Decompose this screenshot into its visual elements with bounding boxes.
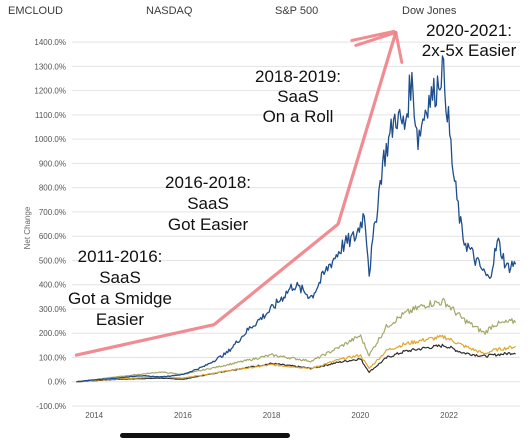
- annotations: 2011-2016: SaaS Got a Smidge Easier 2016-201…: [68, 21, 517, 329]
- y-tick-label: 1100.0%: [35, 111, 66, 120]
- annotation-1: 2011-2016: SaaS Got a Smidge Easier: [68, 247, 172, 329]
- y-tick-label: -100.0%: [36, 402, 66, 411]
- y-tick-label: 0.0%: [48, 378, 66, 387]
- y-tick-label: 600.0%: [39, 232, 66, 241]
- legend-dow-jones[interactable]: Dow Jones: [402, 5, 457, 17]
- series-lines: [76, 55, 517, 383]
- y-tick-label: 1400.0%: [34, 38, 66, 47]
- chart-legend: EMCLOUD NASDAQ S&P 500 Dow Jones: [0, 2, 530, 20]
- x-tick-label: 2020: [351, 411, 369, 420]
- annotation-line: Got a Smidge: [68, 289, 172, 308]
- x-tick-label: 2018: [263, 411, 281, 420]
- y-tick-label: 1300.0%: [34, 62, 66, 71]
- y-tick-label: 1000.0%: [34, 135, 66, 144]
- x-axis-ticks: 2014 2016 2018 2020 2022: [85, 411, 458, 420]
- trend-arrow: [74, 29, 404, 357]
- annotation-line: 2x-5x Easier: [422, 41, 517, 60]
- x-tick-label: 2016: [174, 411, 192, 420]
- y-tick-label: 300.0%: [39, 305, 66, 314]
- annotation-line: Easier: [96, 310, 145, 329]
- annotation-line: Got Easier: [168, 215, 249, 234]
- annotation-4: 2020-2021: 2x-5x Easier: [422, 21, 517, 60]
- annotation-line: 2020-2021:: [426, 21, 512, 40]
- annotation-line: 2016-2018:: [165, 173, 251, 192]
- annotation-2: 2016-2018: SaaS Got Easier: [165, 173, 251, 234]
- y-axis-label: Net Change: [23, 206, 32, 249]
- y-tick-label: 200.0%: [39, 329, 66, 338]
- annotation-line: On a Roll: [263, 107, 334, 126]
- legend-nasdaq[interactable]: NASDAQ: [146, 5, 193, 17]
- series-line-nasdaq: [76, 297, 517, 383]
- legend-sp500[interactable]: S&P 500: [275, 5, 319, 17]
- annotation-line: 2018-2019:: [255, 67, 341, 86]
- y-tick-label: 400.0%: [39, 281, 66, 290]
- annotation-line: 2011-2016:: [78, 247, 163, 266]
- annotation-line: SaaS: [277, 87, 319, 106]
- y-tick-label: 800.0%: [39, 184, 66, 193]
- annotation-line: SaaS: [99, 268, 141, 287]
- series-line-emcloud: [76, 55, 517, 383]
- series-line-s-p-500: [76, 334, 517, 383]
- y-tick-label: 500.0%: [39, 256, 66, 265]
- trend-arrow-head: [350, 29, 404, 64]
- y-tick-label: 100.0%: [39, 353, 66, 362]
- y-tick-label: 700.0%: [39, 208, 66, 217]
- scroll-indicator[interactable]: [120, 433, 290, 438]
- y-tick-label: 1200.0%: [34, 87, 66, 96]
- y-axis-ticks: -100.0% 0.0% 100.0% 200.0% 300.0% 400.0% 500.0…: [34, 38, 66, 411]
- gridlines: [72, 41, 520, 407]
- annotation-line: SaaS: [187, 194, 229, 213]
- y-tick-label: 900.0%: [39, 159, 66, 168]
- legend-emcloud[interactable]: EMCLOUD: [8, 5, 64, 17]
- x-tick-label: 2022: [440, 411, 458, 420]
- series-line-dow-jones: [76, 343, 516, 383]
- annotation-3: 2018-2019: SaaS On a Roll: [255, 67, 341, 126]
- x-tick-label: 2014: [85, 411, 103, 420]
- trend-arrow-line: [74, 30, 398, 357]
